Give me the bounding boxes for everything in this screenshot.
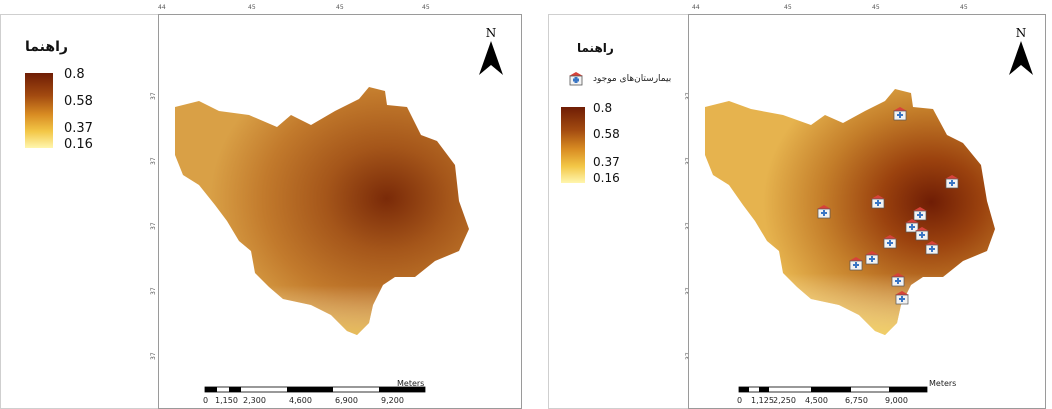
left-grid-side-label-0: 37 xyxy=(150,92,157,100)
right-north-arrow: N xyxy=(1007,27,1035,77)
left-grid-top-label-0: 44 xyxy=(158,4,166,11)
left-grid-side-label-3: 37 xyxy=(150,287,157,295)
right-grid-top-label-0: 44 xyxy=(692,4,700,11)
hospital-marker-7 xyxy=(915,227,929,241)
right-grid-top-label-1: 45 xyxy=(784,4,792,11)
left-scale-tick-1: 1,150 xyxy=(215,396,238,405)
left-grid-side-label-4: 37 xyxy=(150,352,157,360)
north-arrow-icon xyxy=(479,41,503,75)
right-color-ramp xyxy=(561,107,585,183)
left-legend-box: راهنما 0.8 0.58 0.37 0.16 xyxy=(0,14,158,409)
left-scale-tick-2: 2,300 xyxy=(243,396,266,405)
right-scale-bar xyxy=(738,386,928,393)
right-scale-unit: Meters xyxy=(929,379,957,388)
hospital-marker-8 xyxy=(883,235,897,249)
left-scale-tick-0: 0 xyxy=(203,396,209,405)
right-map-frame: N Meters 0 1,125 2,250 4,500 6,750 9,000 xyxy=(688,14,1046,409)
right-scale-tick-0: 0 xyxy=(737,396,743,405)
left-grid-top-label-3: 45 xyxy=(422,4,430,11)
right-panel: راهنما بیمارستان‌های موجود 0.8 0.58 0.37… xyxy=(548,0,1052,409)
hospital-marker-10 xyxy=(865,251,879,265)
left-grid-top-label-1: 45 xyxy=(248,4,256,11)
hospital-marker-11 xyxy=(849,257,863,271)
right-scale-tick-3: 4,500 xyxy=(805,396,828,405)
right-legend-title: راهنما xyxy=(577,41,614,55)
left-scale-bar xyxy=(204,386,426,393)
right-study-area-raster xyxy=(705,89,995,335)
left-grid-top-label-2: 45 xyxy=(336,4,344,11)
hospital-marker-6 xyxy=(905,219,919,233)
left-grid-side-label-1: 37 xyxy=(150,157,157,165)
left-north-letter: N xyxy=(485,26,497,40)
north-arrow-icon xyxy=(1009,41,1033,75)
right-legend-box: راهنما بیمارستان‌های موجود 0.8 0.58 0.37… xyxy=(548,14,689,409)
hospital-marker-5 xyxy=(913,207,927,221)
hospital-marker-2 xyxy=(945,175,959,189)
right-north-letter: N xyxy=(1015,26,1027,40)
left-scale-tick-4: 6,900 xyxy=(335,396,358,405)
hospital-marker-4 xyxy=(817,205,831,219)
hospital-marker-9 xyxy=(925,241,939,255)
hospital-icon xyxy=(569,72,583,86)
right-ramp-tick-1: 0.58 xyxy=(593,127,620,141)
left-study-area-raster xyxy=(175,87,469,335)
left-panel: راهنما 0.8 0.58 0.37 0.16 44 45 45 45 37… xyxy=(0,4,522,409)
right-ramp-tick-3: 0.16 xyxy=(593,171,620,185)
hospital-marker-3 xyxy=(871,195,885,209)
left-scale-tick-5: 9,200 xyxy=(381,396,404,405)
right-scale-tick-1: 1,125 xyxy=(751,396,774,405)
left-map-frame: N Meters 0 1,150 2,300 4,600 6,900 9,200 xyxy=(158,14,522,409)
hospital-marker-1 xyxy=(893,107,907,121)
right-scale-tick-5: 9,000 xyxy=(885,396,908,405)
left-ramp-tick-3: 0.16 xyxy=(64,137,93,152)
hospital-markers-layer xyxy=(817,107,959,305)
right-scale-tick-4: 6,750 xyxy=(845,396,868,405)
left-grid-side-label-2: 37 xyxy=(150,222,157,230)
right-ramp-tick-0: 0.8 xyxy=(593,101,613,115)
left-legend-title: راهنما xyxy=(25,39,68,55)
left-color-ramp xyxy=(25,73,53,148)
left-ramp-tick-0: 0.8 xyxy=(64,67,85,82)
left-ramp-tick-2: 0.37 xyxy=(64,121,93,136)
hospital-marker-12 xyxy=(891,273,905,287)
hospital-marker-13 xyxy=(895,291,909,305)
left-scale-unit: Meters xyxy=(397,379,425,388)
right-grid-top-label-2: 45 xyxy=(872,4,880,11)
left-ramp-tick-1: 0.58 xyxy=(64,94,93,109)
right-scale-tick-2: 2,250 xyxy=(773,396,796,405)
left-scale-tick-3: 4,600 xyxy=(289,396,312,405)
left-north-arrow: N xyxy=(477,27,505,77)
right-ramp-tick-2: 0.37 xyxy=(593,155,620,169)
hospital-legend-label: بیمارستان‌های موجود xyxy=(593,74,672,84)
right-grid-top-label-3: 45 xyxy=(960,4,968,11)
